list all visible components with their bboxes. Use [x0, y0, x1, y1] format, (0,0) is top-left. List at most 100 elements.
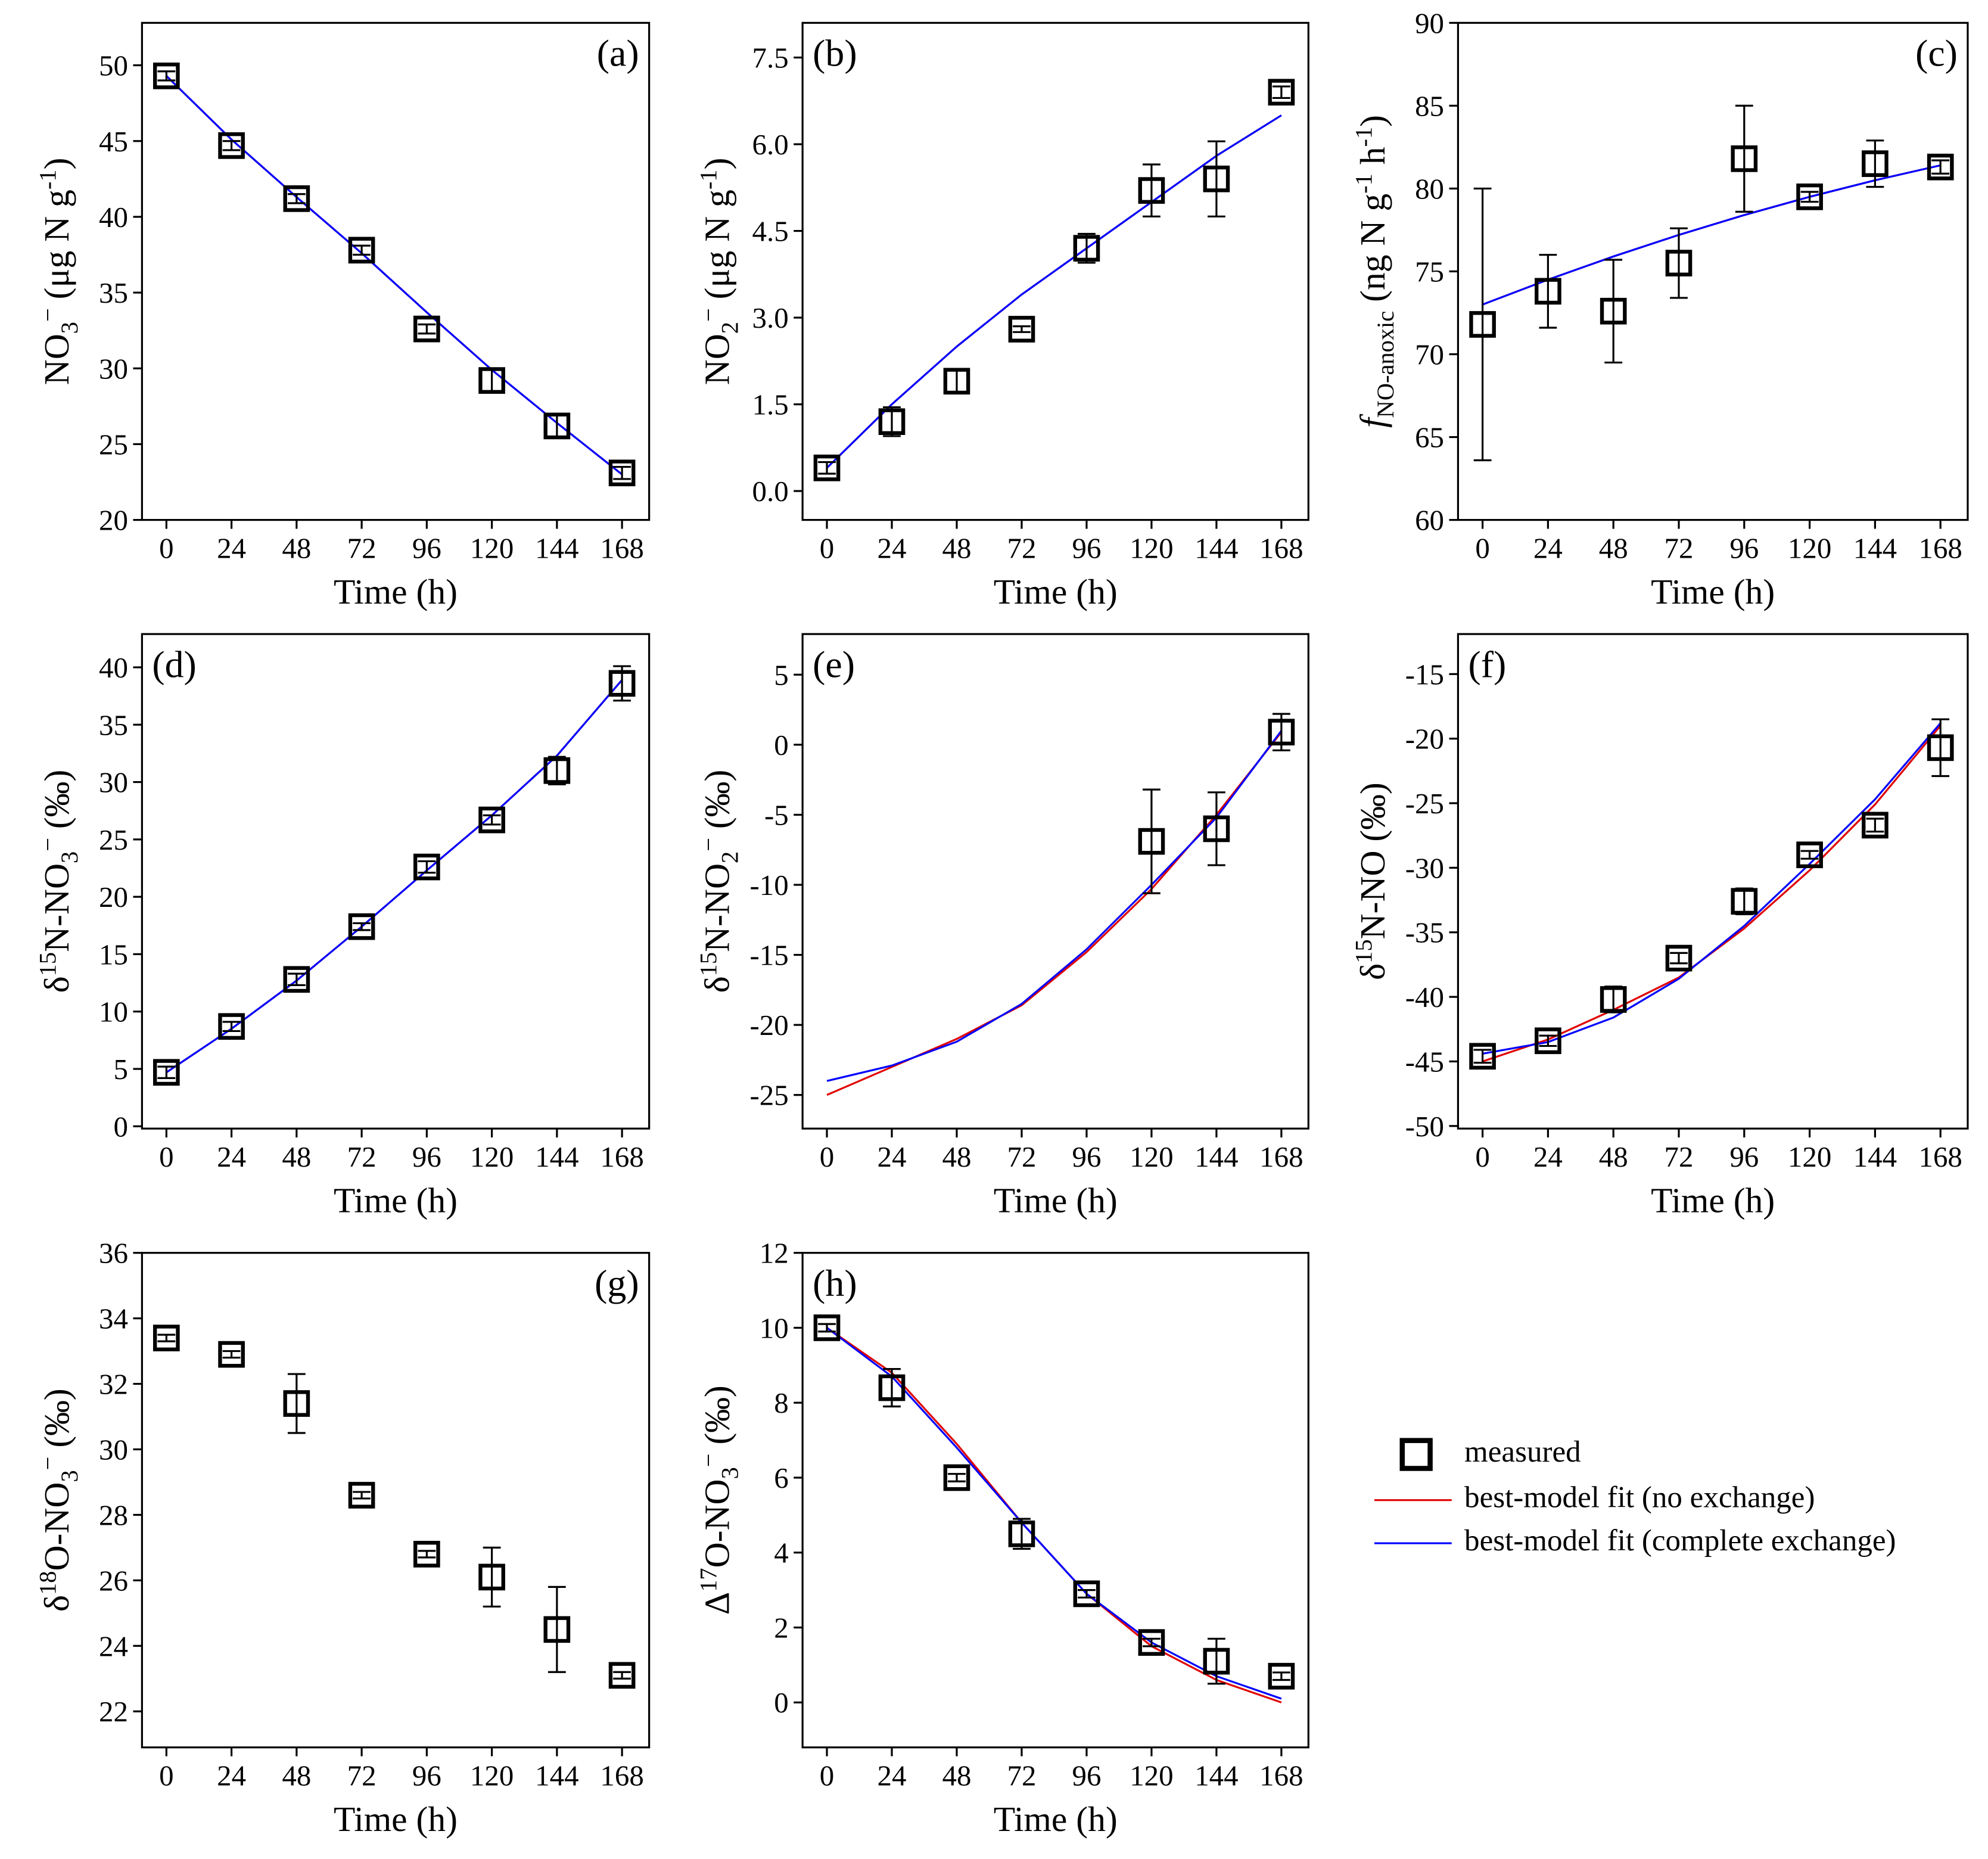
marker: [218, 132, 245, 159]
error-bar: [1800, 850, 1819, 860]
fit-line: [826, 1327, 1282, 1700]
error-bar: [1931, 718, 1950, 778]
y-tick-label: 6.0: [752, 128, 789, 161]
y-axis-label-part: δ: [37, 1595, 76, 1612]
error-bar: [353, 1491, 371, 1500]
x-tick-label: 0: [820, 1140, 834, 1173]
x-tick-label: 0: [159, 1140, 173, 1173]
y-tick-label: 25: [99, 428, 128, 461]
x-axis-label: Time (h): [1651, 1181, 1775, 1220]
y-axis-label-part: NO: [698, 334, 737, 385]
error-bar: [1208, 140, 1225, 217]
marker: [348, 1482, 375, 1509]
marker: [813, 454, 841, 481]
y-axis-label-part: 3: [56, 851, 83, 863]
error-bar: [157, 1333, 176, 1342]
y-axis-label: Δ17O-NO3− (‰): [695, 1385, 743, 1615]
x-tick-label: 0: [1475, 1140, 1489, 1173]
y-tick-label: 5: [113, 1053, 127, 1086]
x-tick-label: 168: [600, 1759, 643, 1792]
marker: [478, 367, 505, 394]
y-tick-label: -25: [1405, 787, 1444, 820]
x-tick-label: 24: [878, 1759, 907, 1792]
fit-line: [1482, 725, 1942, 1062]
plot-frame: [801, 633, 1309, 1130]
y-tick-label: -25: [749, 1079, 788, 1112]
error-bar: [1670, 952, 1688, 965]
y-tick-label: 5: [774, 658, 788, 691]
y-axis-label: δ15N-NO3− (‰): [35, 770, 83, 993]
y-axis-label-part: 15: [695, 952, 721, 976]
marker: [348, 237, 375, 264]
marker: [1600, 986, 1627, 1013]
marker: [813, 1314, 841, 1341]
y-tick-label: 30: [99, 766, 128, 799]
y-tick-label: 30: [99, 352, 128, 385]
y-axis-label-part: N-NO: [37, 863, 76, 952]
y-tick-label: 65: [1415, 421, 1444, 454]
y-axis-label: δ15N-NO2− (‰): [695, 770, 743, 993]
x-tick-label: 168: [1259, 1140, 1303, 1173]
marker: [283, 966, 310, 993]
x-tick-label: 96: [1072, 1140, 1101, 1173]
x-tick-label: 168: [600, 531, 643, 564]
marker: [218, 1013, 245, 1040]
error-bar: [353, 244, 371, 256]
panel-label: (f): [1468, 643, 1506, 685]
y-tick-label: 0: [113, 1110, 127, 1143]
y-tick-label: 45: [99, 125, 128, 158]
y-axis-label-part: 3: [717, 1467, 743, 1479]
marker: [1796, 183, 1823, 210]
x-tick-label: 144: [535, 1759, 578, 1792]
panel-label: (g): [595, 1262, 639, 1304]
x-tick-label: 144: [1194, 1759, 1238, 1792]
fit-line: [826, 731, 1283, 1096]
error-bar: [1866, 139, 1884, 188]
marker: [1927, 153, 1954, 181]
y-tick-label: 35: [99, 708, 128, 741]
plot-frame: [1457, 21, 1969, 521]
y-axis-label-part: ): [37, 158, 76, 170]
panel-label: (h): [813, 1262, 857, 1304]
error-bar: [418, 860, 436, 874]
y-tick-label: 4: [774, 1537, 788, 1569]
y-tick-label: 60: [1415, 504, 1444, 537]
y-axis-label-part: Δ: [698, 1592, 737, 1615]
marker: [348, 913, 375, 940]
marker: [543, 757, 571, 784]
y-axis-label: NO3− (μg N g-1): [35, 158, 83, 386]
y-tick-label: 0: [774, 1686, 788, 1719]
y-axis-label-part: 17: [695, 1568, 721, 1591]
error-bar: [157, 1065, 176, 1079]
x-tick-label: 120: [470, 1140, 514, 1173]
y-tick-label: -15: [749, 939, 788, 972]
error-bar: [1670, 227, 1688, 299]
error-bar: [1272, 85, 1290, 100]
y-tick-label: 0: [774, 729, 788, 761]
y-tick-label: 36: [99, 1237, 128, 1270]
panel-label: (e): [813, 643, 855, 685]
y-axis-label-part: (‰): [37, 1388, 76, 1456]
error-bar: [1143, 1637, 1161, 1647]
marker: [1268, 1662, 1295, 1690]
y-tick-label: 20: [99, 881, 128, 913]
y-axis-label-part: 18: [35, 1571, 61, 1594]
y-axis-label-part: (‰): [698, 1385, 737, 1453]
y-tick-label: 0.0: [752, 475, 789, 508]
marker: [283, 185, 310, 212]
error-bar: [613, 1671, 631, 1680]
x-tick-label: 144: [535, 531, 578, 564]
y-axis-label-part: δ: [1353, 963, 1392, 980]
y-tick-label: -40: [1405, 981, 1444, 1014]
x-tick-label: 120: [1130, 531, 1173, 564]
error-bar: [1208, 791, 1225, 866]
x-tick-label: 48: [282, 1759, 311, 1792]
error-bar: [1604, 259, 1623, 364]
x-tick-label: 72: [1665, 531, 1694, 564]
y-axis-label-part: N-NO (‰): [1353, 782, 1392, 939]
marker: [1073, 1580, 1100, 1608]
marker: [1862, 812, 1889, 839]
error-bar: [547, 756, 566, 785]
y-axis-label: δ18O-NO3− (‰): [35, 1388, 83, 1612]
error-bar: [287, 193, 306, 204]
